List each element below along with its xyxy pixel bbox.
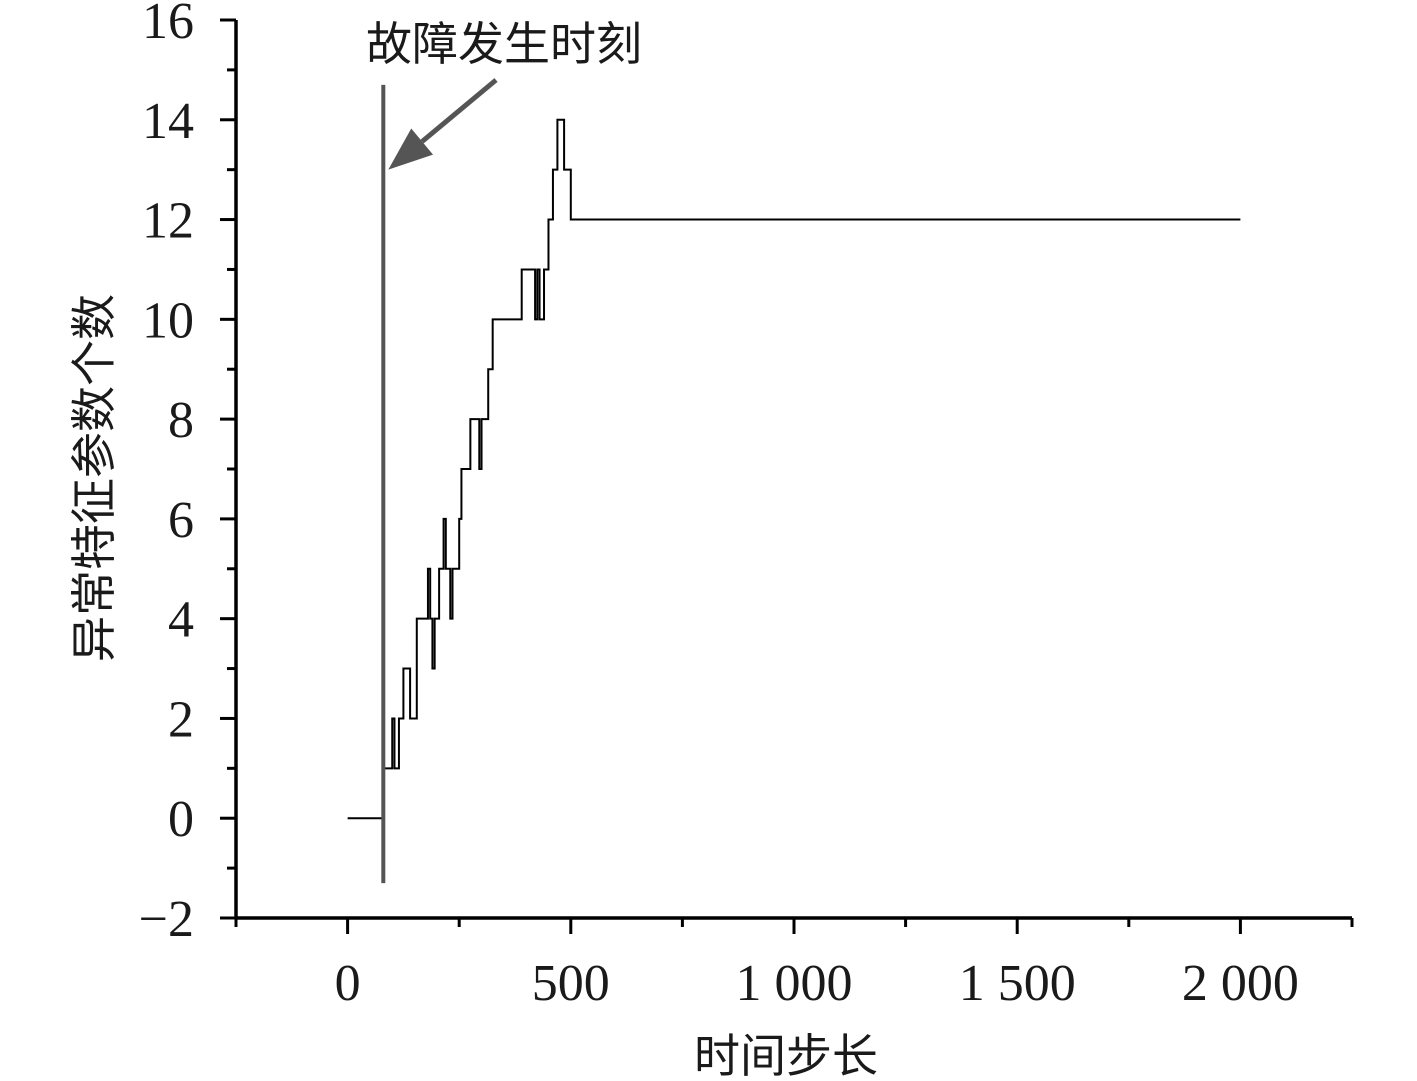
y-tick-label: −2 — [139, 891, 194, 948]
x-tick-label: 2 000 — [1182, 955, 1299, 1012]
x-axis: 0 500 1 000 1 500 2 000 — [234, 916, 1354, 1012]
fault-arrow-shaft — [420, 78, 498, 144]
y-axis-title: 异常特征参数个数 — [67, 294, 121, 662]
x-tick-label: 0 — [335, 955, 361, 1012]
x-axis-title: 时间步长 — [694, 1029, 878, 1081]
x-tick-label: 500 — [532, 955, 610, 1012]
y-tick-label: 12 — [142, 193, 194, 250]
x-tick-label: 1 000 — [736, 955, 853, 1012]
y-tick-label: 0 — [168, 791, 194, 848]
y-axis: −2 0 2 4 6 8 10 12 14 16 — [139, 0, 238, 948]
y-tick-label: 2 — [168, 691, 194, 748]
fault-annotation-text: 故障发生时刻 — [366, 17, 642, 71]
y-tick-label: 8 — [168, 392, 194, 449]
fault-arrow-head — [388, 128, 434, 170]
series-line-0 — [347, 118, 1241, 820]
y-tick-label: 14 — [142, 93, 194, 150]
y-tick-label: 4 — [168, 592, 194, 649]
y-tick-label: 6 — [168, 492, 194, 549]
y-tick-label: 16 — [142, 0, 194, 50]
x-tick-label: 1 500 — [959, 955, 1076, 1012]
y-tick-label: 10 — [142, 292, 194, 349]
plot-area — [347, 78, 1241, 884]
